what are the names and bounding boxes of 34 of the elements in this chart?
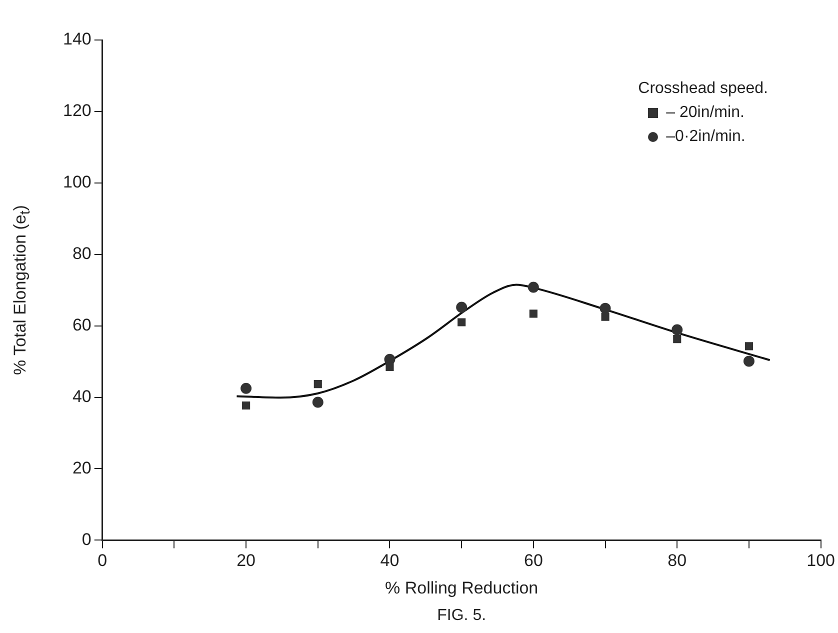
point	[314, 380, 322, 388]
point	[240, 382, 252, 394]
y-tick-label: 80	[72, 244, 92, 264]
y-tick-label: 60	[72, 316, 92, 335]
legend-label: –0·2in/min.	[666, 128, 746, 146]
y-tick-label: 140	[62, 30, 92, 49]
point	[456, 302, 468, 313]
x-tick-label: 60	[524, 551, 543, 570]
point	[386, 362, 394, 371]
x-tick-label: 100	[806, 551, 836, 570]
caption: FIG. 5.	[437, 607, 486, 624]
y-tick-label: 0	[82, 530, 92, 549]
point	[458, 318, 466, 326]
point	[529, 310, 538, 318]
legend-label: – 20in/min.	[666, 104, 744, 122]
point	[601, 312, 610, 321]
x-tick-label: 80	[668, 551, 687, 570]
y-tick-label: 120	[62, 101, 92, 120]
point	[528, 282, 539, 293]
point	[743, 356, 754, 367]
y-tick-label: 20	[72, 458, 92, 478]
point	[600, 302, 611, 314]
point	[673, 335, 682, 344]
x-tick-label: 20	[236, 551, 256, 570]
point	[242, 401, 250, 410]
y-tick-label: 40	[72, 386, 92, 406]
legend-title: Crosshead speed.	[638, 80, 768, 98]
point	[672, 324, 683, 336]
x-tick-label: 40	[380, 551, 400, 570]
x-tick-label: 0	[98, 551, 108, 570]
point	[744, 342, 754, 350]
x-axis-title: % Rolling Reduction	[385, 578, 538, 598]
point	[312, 396, 324, 408]
y-tick-label: 100	[62, 172, 92, 192]
